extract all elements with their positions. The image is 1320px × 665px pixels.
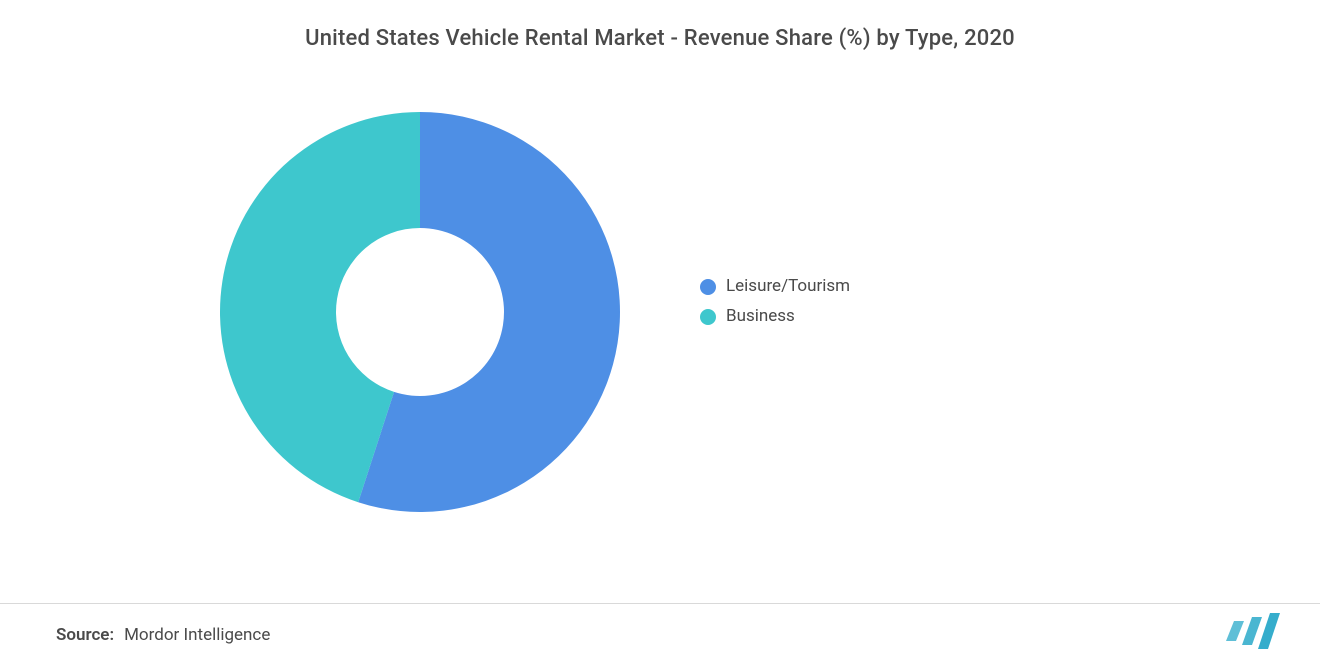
chart-title: United States Vehicle Rental Market - Re… <box>0 0 1320 51</box>
source-value: Mordor Intelligence <box>124 625 270 645</box>
source-label: Source: <box>56 625 114 645</box>
legend-label: Business <box>726 305 795 329</box>
legend-item-leisure-tourism: Leisure/Tourism <box>700 275 850 299</box>
chart-legend: Leisure/Tourism Business <box>700 275 850 335</box>
brand-logo <box>1222 611 1286 651</box>
legend-item-business: Business <box>700 305 850 329</box>
legend-dot-icon <box>700 279 716 295</box>
source-footer: Source: Mordor Intelligence <box>0 603 1320 665</box>
chart-area: Leisure/Tourism Business <box>0 70 1320 570</box>
legend-label: Leisure/Tourism <box>726 275 850 299</box>
brand-logo-bars-icon <box>1226 613 1280 649</box>
donut-chart <box>200 92 640 532</box>
legend-dot-icon <box>700 309 716 325</box>
